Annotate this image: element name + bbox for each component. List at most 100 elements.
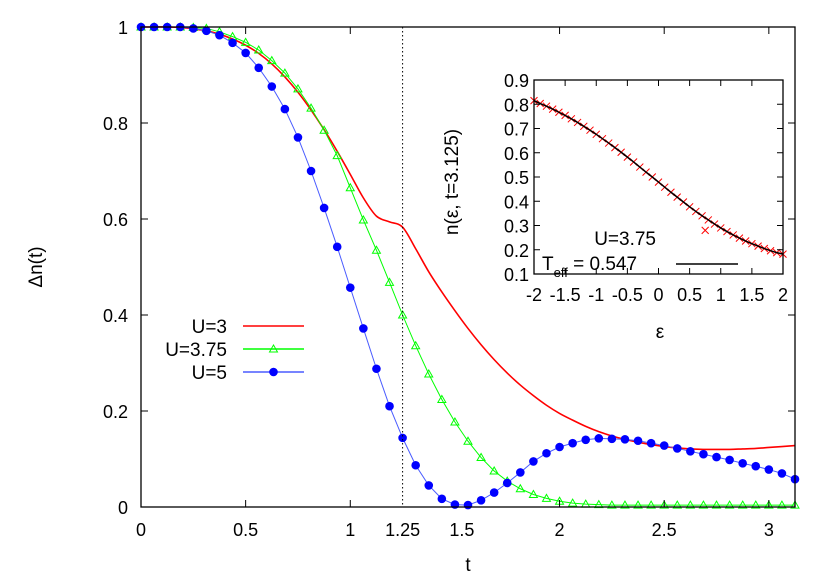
x-tick-label: 1 [345,520,355,540]
data-point [332,150,343,160]
x-tick-label: 2.5 [652,520,677,540]
x-tick-label: 1.25 [385,520,420,540]
data-point [345,182,356,192]
x-tick-label: 0 [136,520,146,540]
data-point [397,309,408,319]
data-point [280,104,290,114]
x-axis-label: t [465,555,471,576]
data-point [751,461,761,471]
inset-y-tick-label: 0.7 [504,120,529,140]
data-point [672,444,682,453]
inset-data-point [701,226,710,235]
main-plot-ticks: 0 0.5 1 1.25 1.5 2 2.5 3 0 0.2 0.4 0.6 0.8 1 [103,18,795,540]
inset-x-tick-label: 0.5 [677,285,702,305]
data-point [763,500,774,509]
data-point [423,369,434,378]
data-point [463,500,473,510]
data-point [267,82,277,91]
main-plot-frame [140,26,796,508]
inset-x-axis-label: ε [656,322,665,343]
inset-legend-line-label: Teff = 0.547 [542,254,637,280]
data-point [581,435,591,445]
inset-y-tick-label: 0.2 [504,241,529,261]
data-point [266,55,277,65]
inset-x-tick-label: 1 [716,285,726,305]
data-point [502,478,512,488]
data-point [189,24,198,33]
data-point [372,364,381,374]
data-point [515,483,526,493]
data-point [750,500,761,509]
data-point [437,494,447,504]
data-point [359,324,368,333]
data-point [620,500,630,509]
y-tick-label: 0.8 [103,114,128,134]
data-point [725,455,734,465]
y-tick-label: 0 [118,498,128,518]
inset-y-tick-label: 0.3 [504,217,529,237]
data-point [228,38,237,48]
series-line-U-3-75 [141,26,795,506]
legend-marker [268,343,279,353]
legend-marker [269,367,278,377]
legend-label: U=3 [192,317,227,338]
data-point [410,340,421,350]
inset-x-tick-label: -1 [588,285,604,305]
inset-y-tick-label: 0.9 [504,71,529,91]
data-point [777,500,787,509]
data-point [215,30,224,40]
data-point [411,460,420,470]
inset-x-tick-label: 0 [653,285,663,305]
data-point [319,125,329,134]
y-tick-label: 0.2 [103,402,128,422]
data-point [476,452,486,462]
data-point [699,449,708,459]
data-point [567,498,578,507]
data-point [306,103,316,112]
data-point [202,26,211,36]
data-point [633,500,643,509]
data-point [489,488,499,497]
data-point [738,459,747,468]
data-point [371,245,382,254]
inset-y-tick-label: 0.8 [504,95,529,115]
x-tick-label: 2 [555,520,565,540]
data-point [332,242,342,252]
data-point [737,500,748,509]
data-point [568,438,577,448]
data-point [240,37,251,46]
data-point [712,452,721,462]
data-point [686,447,695,456]
legend-label: U=5 [192,363,227,384]
inset-x-tick-label: -2 [526,285,542,305]
data-point [777,469,787,478]
inset-plot-ticks: -2 -1.5 -1 -0.5 0 0.5 1 1.5 2 0.1 0.2 0.3 0.4 0.5 0.6 0… [504,71,788,305]
inset-legend: U=3.75 Teff = 0.547 [542,229,738,280]
data-point [724,500,735,509]
data-point [555,442,564,452]
data-point [253,45,264,54]
data-point [607,500,617,509]
data-point [450,417,460,426]
main-plot-series [136,21,800,510]
data-point [594,434,604,443]
data-point [541,493,552,502]
x-tick-label: 3 [764,520,774,540]
data-point [529,457,538,466]
data-point [280,68,290,77]
data-point [764,465,774,474]
inset-y-axis-label: n(ε, t=3.125) [442,129,463,235]
y-axis-label: Δn(t) [26,246,47,287]
data-point [659,500,670,509]
data-point [489,465,500,475]
data-point [542,448,551,458]
data-point [646,500,656,509]
data-point [358,214,369,224]
inset-x-tick-label: 1.5 [739,285,764,305]
inset-x-tick-label: -0.5 [612,285,643,305]
data-point [345,283,355,292]
data-point [516,468,525,477]
data-point [254,63,264,73]
